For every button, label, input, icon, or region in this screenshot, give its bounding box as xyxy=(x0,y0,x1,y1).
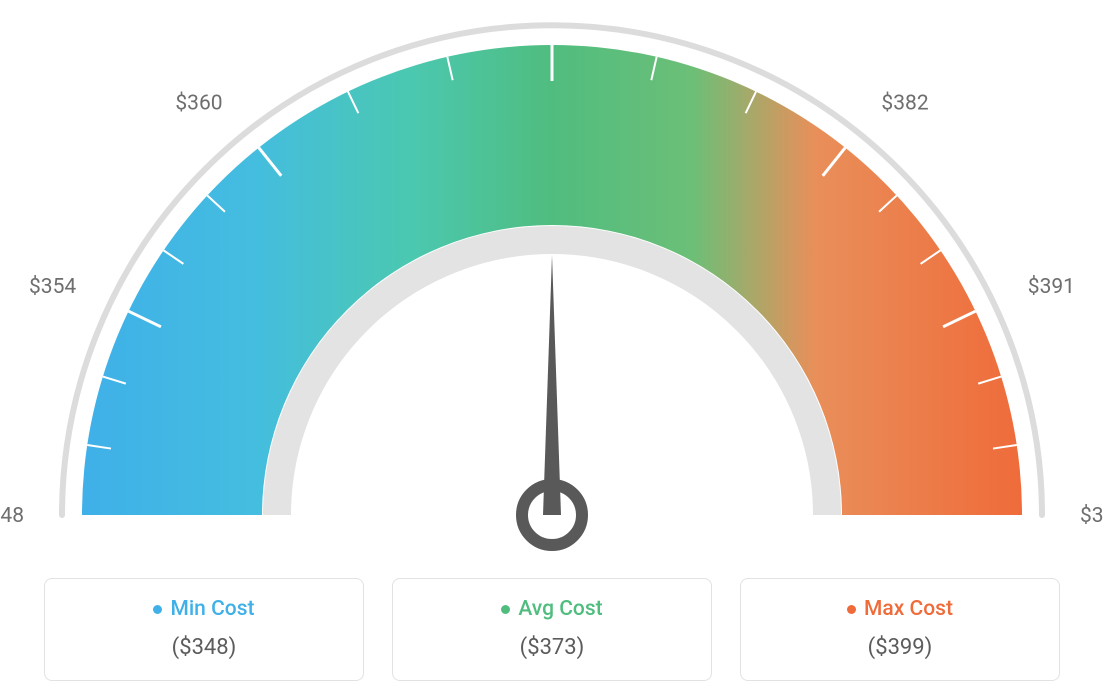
legend-card-min: Min Cost ($348) xyxy=(44,578,364,681)
legend-dot-min xyxy=(153,605,162,614)
legend-label-avg: Avg Cost xyxy=(501,597,602,621)
cost-gauge: $348$354$360$373$382$391$399 xyxy=(0,0,1104,560)
legend-card-avg: Avg Cost ($373) xyxy=(392,578,712,681)
legend-value-min: ($348) xyxy=(55,635,353,660)
legend-value-avg: ($373) xyxy=(403,635,701,660)
svg-text:$399: $399 xyxy=(1080,504,1104,528)
legend-value-max: ($399) xyxy=(751,635,1049,660)
legend-text-min: Min Cost xyxy=(170,597,254,621)
svg-text:$360: $360 xyxy=(175,91,222,115)
legend-label-max: Max Cost xyxy=(847,597,953,621)
legend-card-max: Max Cost ($399) xyxy=(740,578,1060,681)
svg-text:$382: $382 xyxy=(881,91,928,115)
legend-dot-avg xyxy=(501,605,510,614)
legend-row: Min Cost ($348) Avg Cost ($373) Max Cost… xyxy=(0,578,1104,681)
svg-text:$354: $354 xyxy=(29,275,76,299)
legend-label-min: Min Cost xyxy=(153,597,254,621)
svg-text:$348: $348 xyxy=(0,504,24,528)
legend-text-max: Max Cost xyxy=(864,597,953,621)
legend-dot-max xyxy=(847,605,856,614)
svg-text:$391: $391 xyxy=(1028,275,1075,299)
gauge-svg: $348$354$360$373$382$391$399 xyxy=(0,0,1104,560)
legend-text-avg: Avg Cost xyxy=(518,597,602,621)
